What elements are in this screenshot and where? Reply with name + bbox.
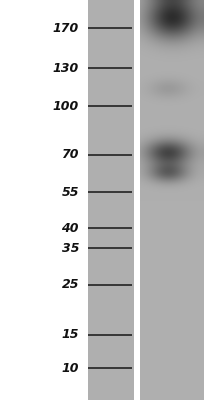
Text: 170: 170: [53, 22, 79, 34]
Text: 25: 25: [61, 278, 79, 292]
Text: 100: 100: [53, 100, 79, 112]
Text: 10: 10: [61, 362, 79, 374]
Text: 40: 40: [61, 222, 79, 234]
Text: 70: 70: [61, 148, 79, 162]
Text: 15: 15: [61, 328, 79, 342]
Text: 130: 130: [53, 62, 79, 74]
Text: 35: 35: [61, 242, 79, 254]
Text: 55: 55: [61, 186, 79, 198]
